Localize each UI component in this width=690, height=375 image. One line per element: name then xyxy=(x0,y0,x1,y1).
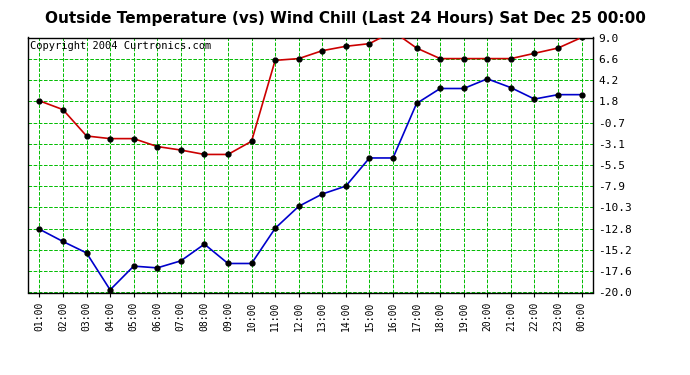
Text: Outside Temperature (vs) Wind Chill (Last 24 Hours) Sat Dec 25 00:00: Outside Temperature (vs) Wind Chill (Las… xyxy=(45,11,645,26)
Text: Copyright 2004 Curtronics.com: Copyright 2004 Curtronics.com xyxy=(30,41,212,51)
